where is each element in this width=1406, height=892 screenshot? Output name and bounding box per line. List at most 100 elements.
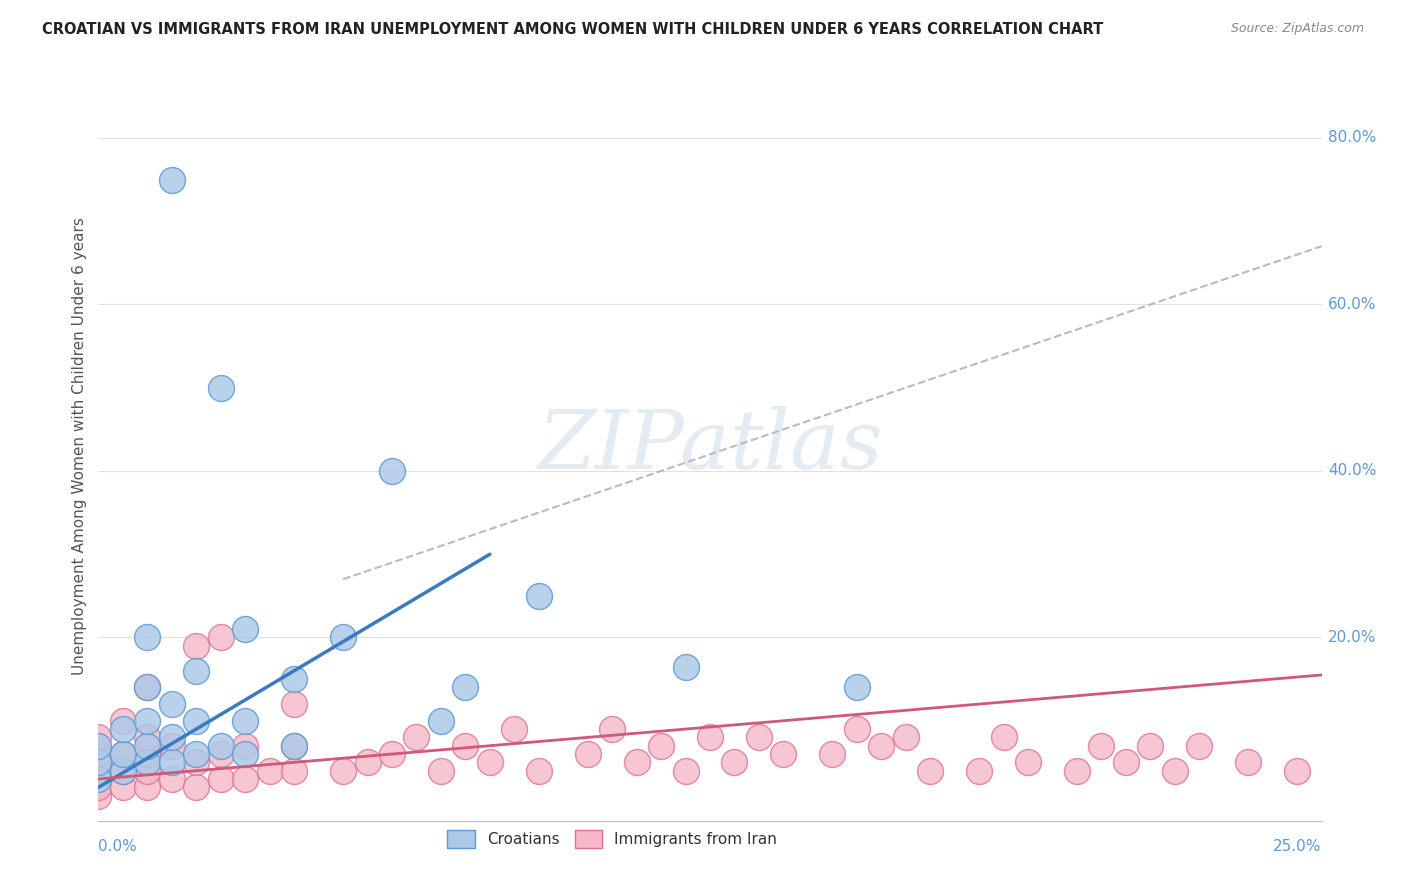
Point — [186, 714, 208, 728]
Point — [87, 756, 110, 770]
Point — [283, 697, 305, 711]
Point — [748, 731, 770, 745]
Point — [186, 664, 208, 678]
Point — [527, 764, 550, 778]
Point — [160, 172, 183, 186]
Point — [186, 747, 208, 761]
Point — [233, 739, 256, 753]
Point — [283, 739, 305, 753]
Point — [675, 659, 697, 673]
Point — [478, 756, 501, 770]
Point — [967, 764, 990, 778]
Point — [650, 739, 672, 753]
Point — [111, 764, 134, 778]
Point — [209, 739, 232, 753]
Point — [430, 764, 453, 778]
Text: ZIPatlas: ZIPatlas — [537, 406, 883, 486]
Point — [1164, 764, 1187, 778]
Point — [87, 772, 110, 786]
Point — [111, 747, 134, 761]
Point — [186, 639, 208, 653]
Point — [136, 780, 159, 795]
Point — [1286, 764, 1309, 778]
Point — [233, 747, 256, 761]
Point — [160, 731, 183, 745]
Text: 25.0%: 25.0% — [1274, 839, 1322, 855]
Point — [332, 764, 354, 778]
Point — [1188, 739, 1211, 753]
Point — [454, 739, 477, 753]
Point — [209, 747, 232, 761]
Point — [186, 756, 208, 770]
Point — [259, 764, 281, 778]
Text: 0.0%: 0.0% — [98, 839, 138, 855]
Point — [870, 739, 893, 753]
Point — [136, 731, 159, 745]
Point — [283, 739, 305, 753]
Point — [136, 747, 159, 761]
Point — [430, 714, 453, 728]
Point — [136, 681, 159, 695]
Text: Source: ZipAtlas.com: Source: ZipAtlas.com — [1230, 22, 1364, 36]
Point — [87, 780, 110, 795]
Point — [136, 764, 159, 778]
Point — [209, 772, 232, 786]
Point — [111, 714, 134, 728]
Point — [209, 381, 232, 395]
Point — [821, 747, 844, 761]
Point — [1066, 764, 1088, 778]
Point — [356, 756, 378, 770]
Point — [160, 697, 183, 711]
Point — [845, 722, 868, 736]
Point — [87, 731, 110, 745]
Point — [1237, 756, 1260, 770]
Text: 40.0%: 40.0% — [1327, 464, 1376, 478]
Point — [600, 722, 623, 736]
Point — [111, 780, 134, 795]
Point — [136, 756, 159, 770]
Point — [87, 789, 110, 803]
Point — [920, 764, 942, 778]
Point — [160, 739, 183, 753]
Point — [160, 756, 183, 770]
Y-axis label: Unemployment Among Women with Children Under 6 years: Unemployment Among Women with Children U… — [72, 217, 87, 675]
Point — [503, 722, 526, 736]
Point — [87, 764, 110, 778]
Text: 20.0%: 20.0% — [1327, 630, 1376, 645]
Point — [1115, 756, 1137, 770]
Point — [626, 756, 648, 770]
Text: 80.0%: 80.0% — [1327, 130, 1376, 145]
Point — [699, 731, 721, 745]
Point — [1090, 739, 1112, 753]
Point — [160, 772, 183, 786]
Point — [845, 681, 868, 695]
Point — [209, 631, 232, 645]
Point — [233, 714, 256, 728]
Point — [332, 631, 354, 645]
Point — [576, 747, 599, 761]
Point — [675, 764, 697, 778]
Text: CROATIAN VS IMMIGRANTS FROM IRAN UNEMPLOYMENT AMONG WOMEN WITH CHILDREN UNDER 6 : CROATIAN VS IMMIGRANTS FROM IRAN UNEMPLO… — [42, 22, 1104, 37]
Point — [186, 780, 208, 795]
Point — [894, 731, 917, 745]
Point — [111, 747, 134, 761]
Point — [136, 714, 159, 728]
Point — [381, 464, 404, 478]
Point — [381, 747, 404, 761]
Point — [405, 731, 427, 745]
Point — [87, 739, 110, 753]
Point — [1139, 739, 1161, 753]
Text: 60.0%: 60.0% — [1327, 297, 1376, 312]
Point — [772, 747, 794, 761]
Point — [993, 731, 1015, 745]
Point — [136, 681, 159, 695]
Point — [136, 631, 159, 645]
Point — [454, 681, 477, 695]
Point — [111, 764, 134, 778]
Point — [111, 722, 134, 736]
Point — [233, 622, 256, 636]
Point — [283, 672, 305, 686]
Point — [283, 764, 305, 778]
Point — [233, 772, 256, 786]
Point — [527, 589, 550, 603]
